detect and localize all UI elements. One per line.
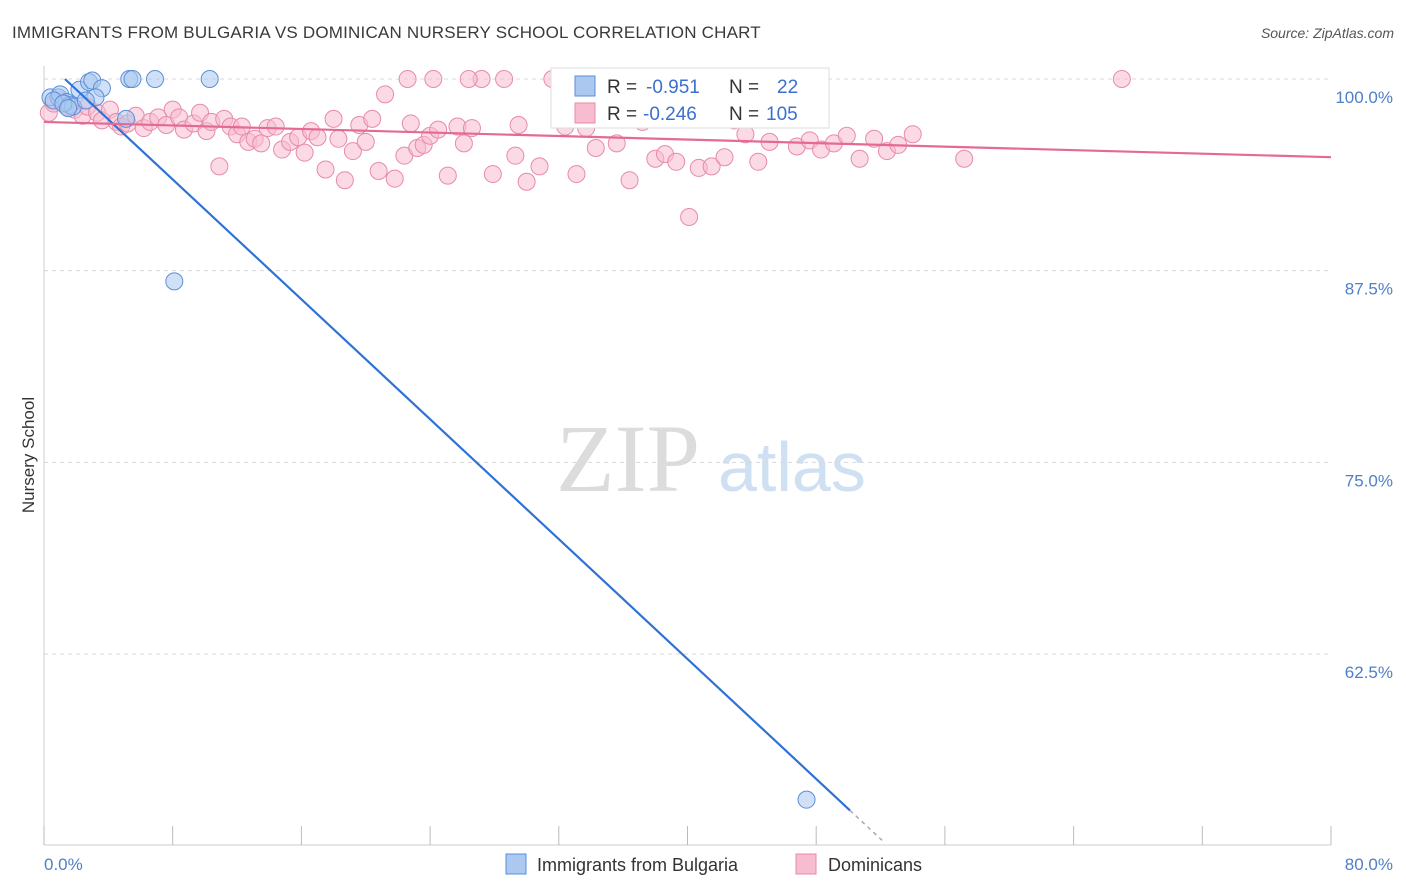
bulgaria-point-12 <box>200 70 219 88</box>
dominican-point-80 <box>680 208 699 226</box>
regression-lines <box>43 78 1332 841</box>
dominican-point-49 <box>369 162 388 180</box>
dominican-point-50 <box>376 85 395 104</box>
chart-source: Source: ZipAtlas.com <box>1261 25 1394 41</box>
stats-swatch-dominican <box>574 102 596 124</box>
stats-legend-box: R = -0.951 N = 22 R = -0.246 N = 105 <box>550 67 830 129</box>
stats-swatch-bulgaria <box>574 75 596 97</box>
dominican-point-61 <box>462 119 481 138</box>
bulgaria-point-21 <box>59 99 78 118</box>
dominican-point-94 <box>850 149 869 168</box>
x-tick-label-1: 80.0% <box>1345 855 1393 874</box>
dominican-point-43 <box>329 129 348 148</box>
dominican-point-100 <box>1112 70 1131 88</box>
dominican-point-45 <box>343 142 362 161</box>
legend-label-bulgaria: Immigrants from Bulgaria <box>537 855 739 875</box>
bulgaria-point-20 <box>797 790 816 809</box>
watermark: ZIP atlas <box>556 405 866 512</box>
dominican-point-67 <box>530 157 549 176</box>
dominican-point-104 <box>509 116 528 134</box>
dominican-point-53 <box>401 114 420 133</box>
stats-n-label-dominican: N = <box>729 104 759 125</box>
watermark-atlas: atlas <box>718 428 866 506</box>
dominican-point-38 <box>295 143 314 162</box>
stats-r-value-dominican: -0.246 <box>643 104 697 125</box>
dominican-point-58 <box>438 166 457 185</box>
dominican-point-40 <box>308 128 327 147</box>
y-tick-label-2: 75.0% <box>1345 471 1393 490</box>
dominican-point-83 <box>715 148 734 167</box>
regression-extension-bulgaria <box>849 809 883 841</box>
dominican-point-44 <box>335 171 354 190</box>
x-tick-label-0: 0.0% <box>44 855 83 874</box>
stats-n-label-bulgaria: N = <box>729 77 759 98</box>
dominican-point-70 <box>567 165 586 184</box>
dominican-point-86 <box>749 152 768 171</box>
legend-swatch-dominican <box>795 853 817 875</box>
bulgaria-point-11 <box>146 70 165 88</box>
regression-line-bulgaria <box>64 78 851 812</box>
dominican-point-95 <box>865 129 884 148</box>
dominican-point-41 <box>316 160 335 179</box>
dominican-point-32 <box>252 134 271 153</box>
dominican-point-63 <box>483 165 502 184</box>
dominican-point-60 <box>454 134 473 153</box>
regression-line-dominican <box>43 120 1332 159</box>
dominican-point-66 <box>517 172 536 191</box>
stats-n-value-bulgaria: 22 <box>777 77 798 98</box>
axes <box>43 66 1332 846</box>
dominican-point-51 <box>385 169 404 188</box>
dominican-point-102 <box>424 70 443 88</box>
dominican-point-47 <box>356 132 375 151</box>
dominican-point-57 <box>429 120 448 139</box>
dominican-point-25 <box>210 157 229 176</box>
dominican-point-65 <box>506 146 525 165</box>
stats-r-value-bulgaria: -0.951 <box>646 77 700 98</box>
dominican-point-48 <box>363 109 382 128</box>
dominican-point-42 <box>324 109 343 128</box>
y-tick-label-3: 62.5% <box>1345 663 1393 682</box>
dominican-point-75 <box>620 171 639 190</box>
legend-swatch-bulgaria <box>505 853 527 875</box>
stats-n-value-dominican: 105 <box>766 104 798 125</box>
bulgaria-point-10 <box>123 70 142 88</box>
y-tick-label-1: 87.5% <box>1345 280 1393 299</box>
legend-label-dominican: Dominicans <box>828 855 922 875</box>
dominican-point-99 <box>955 149 974 168</box>
dominican-point-79 <box>667 152 686 171</box>
bottom-legend: Immigrants from Bulgaria Dominicans <box>505 853 922 875</box>
bulgaria-point-17 <box>76 91 95 110</box>
bulgaria-point-19 <box>165 272 184 291</box>
dominican-point-93 <box>837 126 856 145</box>
dominican-point-103 <box>459 70 478 88</box>
y-axis-label: Nursery School <box>19 397 38 513</box>
dominican-point-82 <box>702 157 721 176</box>
dominican-point-74 <box>607 134 626 153</box>
dominican-point-34 <box>266 117 285 136</box>
y-tick-labels: 100.0% 87.5% 75.0% 62.5% <box>1335 88 1393 682</box>
dominican-point-72 <box>586 139 605 157</box>
chart-title: IMMIGRANTS FROM BULGARIA VS DOMINICAN NU… <box>12 23 761 42</box>
stats-box-frame <box>550 67 830 129</box>
stats-r-label-dominican: R = <box>607 104 637 125</box>
x-tick-labels: 0.0% 80.0% <box>44 855 1393 874</box>
watermark-zip: ZIP <box>556 405 700 512</box>
bulgaria-points <box>41 70 816 809</box>
dominican-point-64 <box>495 70 514 88</box>
dominican-point-101 <box>398 70 417 88</box>
y-tick-label-0: 100.0% <box>1335 88 1393 107</box>
stats-r-label-bulgaria: R = <box>607 77 637 98</box>
dominican-point-98 <box>903 125 922 144</box>
gridlines <box>44 78 1331 655</box>
